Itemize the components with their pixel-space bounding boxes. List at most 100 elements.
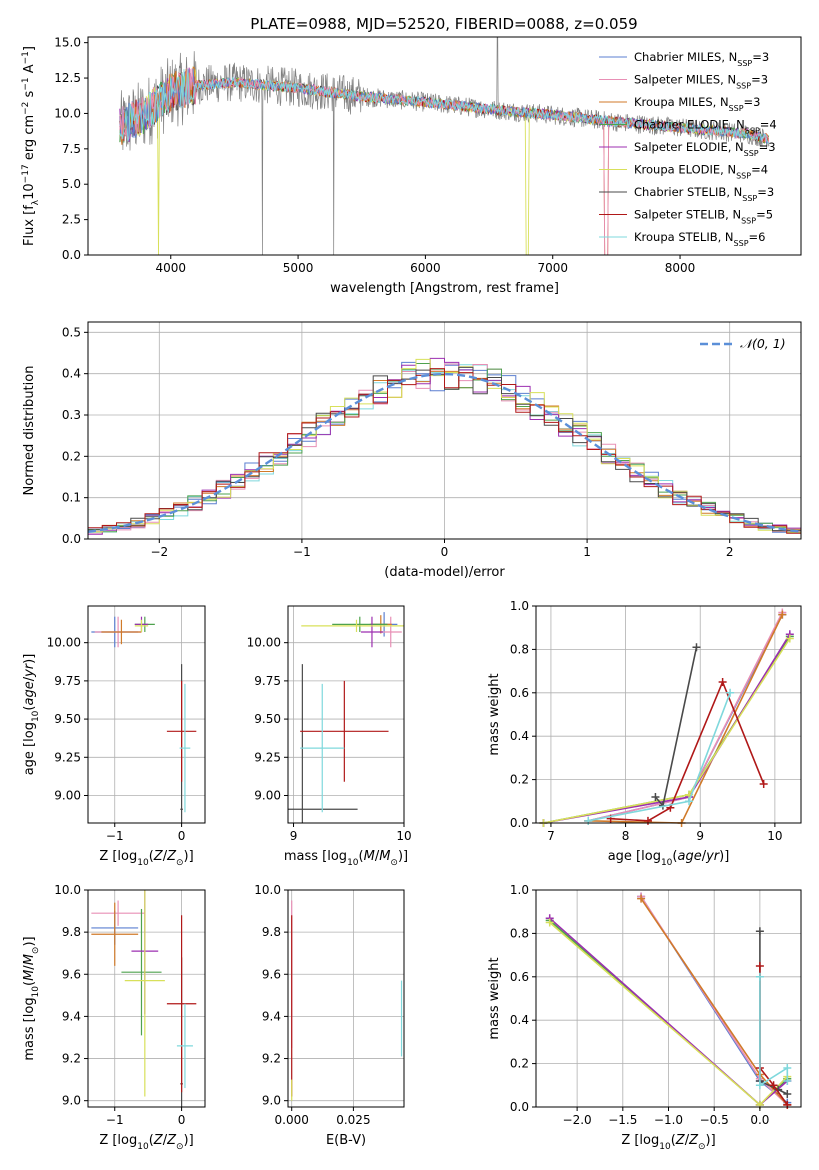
weight-line xyxy=(759,976,789,1087)
label-part: ( xyxy=(22,981,37,986)
legend-entry: Kroupa MILES, NSSP=3 xyxy=(634,95,760,113)
grid xyxy=(288,889,404,1107)
y-tick-label: 0.5 xyxy=(62,325,81,339)
y-tick-label: 9.50 xyxy=(54,712,81,726)
weight-marker xyxy=(783,1076,792,1085)
label-part: 10 xyxy=(661,858,673,868)
x-tick-label: −2.0 xyxy=(563,1113,592,1127)
legend-entry: Kroupa STELIB, NSSP=6 xyxy=(634,230,765,248)
x-axis-label: Z [log10(Z/Z⊙)] xyxy=(99,849,193,868)
label-part: Z [log xyxy=(99,1133,137,1148)
legend-sub: SSP xyxy=(737,59,752,68)
x-tick-label: −1 xyxy=(106,1113,124,1127)
x-tick-label: 2 xyxy=(726,545,734,559)
label-part: ] xyxy=(22,46,37,51)
weight-marker xyxy=(651,792,660,801)
data-point xyxy=(91,902,139,966)
y-tick-label: 0.8 xyxy=(510,926,529,940)
normal-distribution-line xyxy=(87,372,802,533)
y-tick-label: 9.00 xyxy=(254,788,281,802)
y-tick-label: 0.4 xyxy=(510,729,529,743)
label-part: ⊙ xyxy=(698,1142,706,1152)
axes-frame xyxy=(287,889,405,1108)
y-tick-label: 10.00 xyxy=(247,636,281,650)
label-part: 10 xyxy=(31,710,41,722)
plot-background xyxy=(288,890,404,1107)
mass-vs-metallicity-panel: −1 09.09.29.49.69.810.0Z [log10(Z/Z⊙)]mas… xyxy=(22,883,206,1152)
label-part: ( xyxy=(149,1133,154,1148)
legend-sub: SSP xyxy=(742,194,757,203)
x-tick-label: −1.5 xyxy=(608,1113,637,1127)
y-axis-label: mass weight xyxy=(487,673,502,755)
x-tick-label: 1 xyxy=(583,545,591,559)
x-tick-label: −0.5 xyxy=(700,1113,729,1127)
legend-base: Salpeter STELIB, N xyxy=(634,208,741,222)
data-point xyxy=(179,683,191,813)
error-bars xyxy=(91,890,197,1107)
legend-base: Chabrier MILES, N xyxy=(634,50,737,64)
label-part: age [log xyxy=(22,722,37,775)
y-tick-label: 0.4 xyxy=(510,1013,529,1027)
legend-entry: Kroupa ELODIE, NSSP=4 xyxy=(634,163,768,181)
x-tick-label: 0.025 xyxy=(336,1113,370,1127)
error-bars xyxy=(291,900,403,1101)
model-spectrum-line xyxy=(119,69,770,144)
label-part: / xyxy=(702,849,707,864)
label-part: / xyxy=(163,1133,168,1148)
weight-marker xyxy=(778,610,787,619)
y-tick-label: 9.6 xyxy=(62,967,81,981)
y-axis-label: mass weight xyxy=(487,957,502,1039)
y-tick-label: 5.0 xyxy=(62,177,81,191)
legend-tail: =3 xyxy=(744,95,761,109)
axes-frame xyxy=(87,889,206,1108)
x-tick-label: 7000 xyxy=(537,261,568,275)
y-tick-label: 10.0 xyxy=(254,883,281,897)
y-tick-label: 12.5 xyxy=(54,71,81,85)
y-tick-label: 9.8 xyxy=(262,925,281,939)
y-tick-label: 1.0 xyxy=(510,599,529,613)
legend-base: Salpeter ELODIE, N xyxy=(634,140,744,154)
weight-marker xyxy=(755,1081,764,1090)
data-point xyxy=(124,890,165,1097)
label-part: s xyxy=(22,90,37,101)
label-part: Z xyxy=(688,1133,699,1148)
residuals-panel: −2 −1 0 1 2 0.0 0.1 0.2 0.3 0.4 0.5 (data-model)/er… xyxy=(22,321,802,580)
weight-marker xyxy=(685,797,694,806)
label-part: M xyxy=(364,849,375,864)
x-axis-label: Z [log10(Z/Z⊙)] xyxy=(621,1133,715,1152)
data-point xyxy=(379,616,402,648)
data-point xyxy=(134,619,149,632)
label-part: )] xyxy=(706,1133,716,1148)
y-axis-label: Flux [fλ10−17 erg cm−2 s−1 A−1] xyxy=(21,46,41,246)
legend-base: Kroupa MILES, N xyxy=(634,95,729,109)
x-tick-label: −1 xyxy=(293,545,311,559)
y-tick-label: 9.75 xyxy=(54,674,81,688)
data-point xyxy=(166,680,197,782)
massweight-vs-metallicity-panel: −2.0 −1.5 −1.0 −0.5 0.0 0.0 0.2 0.4 0.6 0.8 1.0 Z [… xyxy=(487,883,802,1152)
y-tick-label: 1.0 xyxy=(510,883,529,897)
x-tick-label: −2 xyxy=(150,545,168,559)
y-tick-label: 9.8 xyxy=(62,925,81,939)
legend-sub: SSP xyxy=(736,81,751,90)
x-tick-label: 8000 xyxy=(665,261,696,275)
label-part: 10 xyxy=(137,858,149,868)
y-axis-label: Normed distribution xyxy=(22,366,37,496)
y-tick-label: 0.2 xyxy=(510,1057,529,1071)
weight-marker xyxy=(783,1089,792,1098)
label-part: age xyxy=(22,681,37,705)
label-part: −2 xyxy=(21,102,31,115)
model-spectrum-line xyxy=(119,67,770,255)
label-part: M xyxy=(22,970,37,981)
legend-tail: =3 xyxy=(752,50,769,64)
label-part: 10 xyxy=(347,858,359,868)
data-point xyxy=(121,908,162,1036)
y-tick-label: 10.0 xyxy=(54,883,81,897)
label-part: ( xyxy=(359,849,364,864)
label-part: / xyxy=(163,849,168,864)
axes-frame xyxy=(287,605,405,824)
y-axis-label: mass [log10(M/M⊙)] xyxy=(22,936,41,1060)
y-tick-label: 15.0 xyxy=(54,36,81,50)
spectrum-panel: 4000 5000 6000 7000 8000 0.0 2.5 5.0 7.5 10.0 12.5… xyxy=(21,36,802,296)
x-tick-label: 9 xyxy=(290,829,298,843)
